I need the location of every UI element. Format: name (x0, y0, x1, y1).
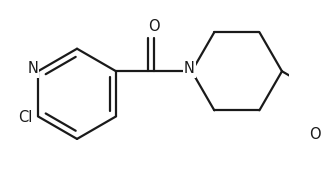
Text: N: N (27, 61, 38, 76)
Text: O: O (309, 127, 321, 142)
Text: O: O (148, 19, 160, 34)
Text: N: N (184, 61, 195, 76)
Text: Cl: Cl (19, 110, 33, 125)
